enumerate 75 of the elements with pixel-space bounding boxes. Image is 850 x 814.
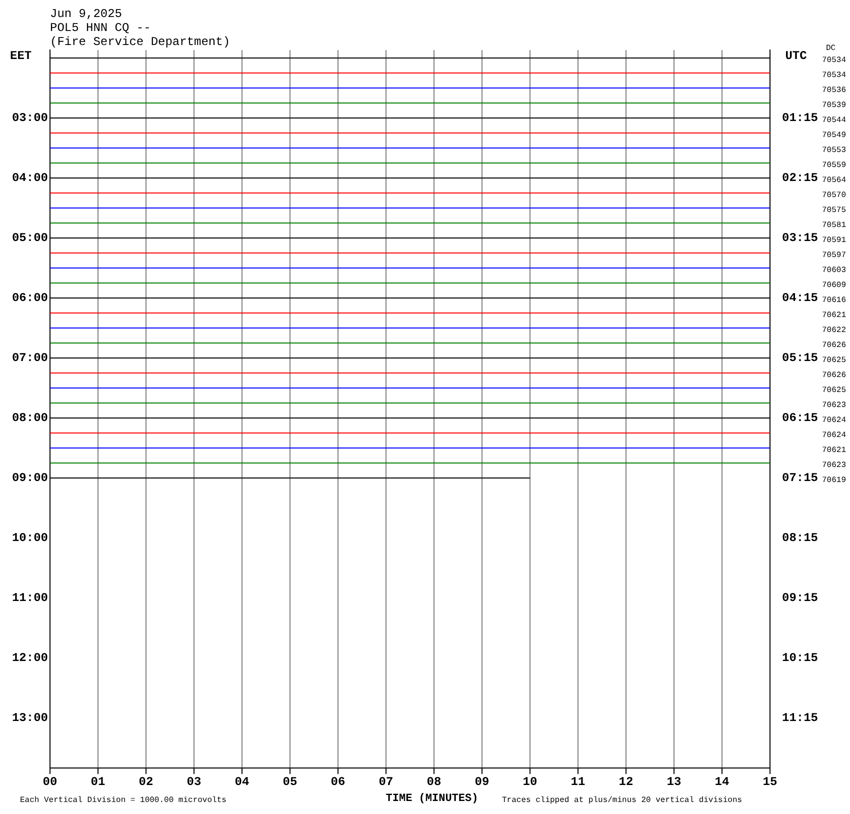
x-tick-label: 12 [618, 775, 634, 790]
chart-title: Jun 9,2025 [50, 7, 122, 22]
text: 70609 [822, 281, 846, 290]
y2-tick-label: 02:15 [782, 171, 818, 186]
text: 70534 [822, 56, 846, 66]
text: DC [826, 44, 836, 54]
y2-tick-label: 09:15 [782, 591, 818, 606]
x-tick-label: 14 [714, 775, 730, 790]
text: 70624 [822, 431, 846, 440]
y-tick-label: 03:00 [12, 111, 48, 126]
text: 70570 [822, 191, 846, 200]
y2-tick-label: 05:15 [782, 351, 818, 366]
y-tick-label: 07:00 [12, 351, 48, 366]
y-tick-label: 12:00 [12, 651, 48, 666]
x-tick-label: 05 [282, 775, 298, 790]
y2-tick-label: 01:15 [782, 111, 818, 126]
x-tick-label: 10 [522, 775, 538, 790]
y-axis-title: EET [10, 49, 32, 64]
x-tick-label: 04 [234, 775, 250, 790]
y-tick-label: 11:00 [12, 591, 48, 606]
y2-tick-label: 10:15 [782, 651, 818, 666]
text: 70625 [822, 356, 846, 366]
text: 70575 [822, 206, 846, 216]
text: 70619 [822, 476, 846, 486]
text: 70597 [822, 251, 846, 260]
y-tick-label: 04:00 [12, 171, 48, 186]
x-tick-label: 13 [666, 775, 682, 790]
text: 70603 [822, 266, 846, 276]
y-tick-label: 05:00 [12, 231, 48, 246]
y2-tick-label: 03:15 [782, 231, 818, 246]
y2-tick-label: 06:15 [782, 411, 818, 426]
y2-tick-label: 04:15 [782, 291, 818, 306]
text: 70539 [822, 101, 846, 110]
text: 70534 [822, 71, 846, 80]
text: 70616 [822, 296, 846, 306]
text: 70549 [822, 131, 846, 140]
x-tick-label: 06 [330, 775, 346, 790]
text: 70553 [822, 146, 846, 156]
y2-axis-title: UTC [785, 49, 807, 64]
y2-tick-label: 11:15 [782, 711, 818, 726]
x-tick-label: 08 [426, 775, 442, 790]
x-tick-label: 00 [42, 775, 58, 790]
text: 70536 [822, 86, 846, 96]
x-tick-label: 15 [762, 775, 778, 790]
text: 70559 [822, 161, 846, 170]
text: Traces clipped at plus/minus 20 vertical divisions [502, 796, 742, 806]
text: 70623 [822, 401, 846, 410]
x-tick-label: 01 [90, 775, 106, 790]
y2-tick-label: 08:15 [782, 531, 818, 546]
y-tick-label: 13:00 [12, 711, 48, 726]
x-tick-label: 02 [138, 775, 154, 790]
x-tick-label: 07 [378, 775, 394, 790]
text: 70625 [822, 386, 846, 396]
x-tick-label: 03 [186, 775, 202, 790]
text: 70564 [822, 176, 846, 186]
y-tick-label: 09:00 [12, 471, 48, 486]
x-axis-title: TIME (MINUTES) [386, 792, 478, 805]
y-tick-label: 10:00 [12, 531, 48, 546]
y-tick-label: 08:00 [12, 411, 48, 426]
text: 70591 [822, 236, 846, 246]
text: Each Vertical Division = 1000.00 microvolts [20, 796, 227, 806]
text: 70626 [822, 341, 846, 350]
y2-tick-label: 07:15 [782, 471, 818, 486]
chart-subtitle: POL5 HNN CQ -- (Fire Service Department) [50, 21, 230, 50]
x-tick-label: 11 [570, 775, 586, 790]
text: 70624 [822, 416, 846, 426]
text: 70622 [822, 326, 846, 336]
x-tick-label: 09 [474, 775, 490, 790]
text: 70544 [822, 116, 846, 126]
y-tick-label: 06:00 [12, 291, 48, 306]
text: 70621 [822, 311, 846, 320]
text: 70623 [822, 461, 846, 470]
text: 70621 [822, 446, 846, 456]
text: 70581 [822, 221, 846, 230]
text: 70626 [822, 371, 846, 380]
